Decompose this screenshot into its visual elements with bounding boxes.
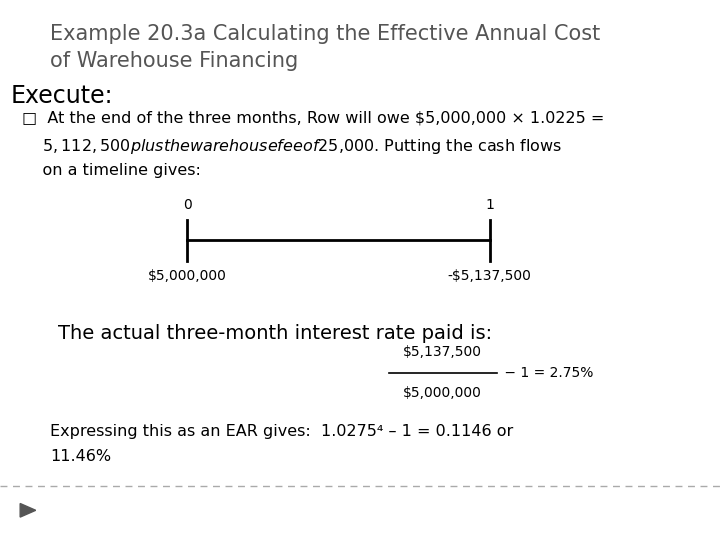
Text: $5,000,000: $5,000,000 (403, 386, 482, 400)
Text: 1: 1 (485, 198, 494, 212)
Text: of Warehouse Financing: of Warehouse Financing (50, 51, 299, 71)
Text: $5,000,000: $5,000,000 (148, 269, 227, 283)
Text: 11.46%: 11.46% (50, 449, 112, 464)
Text: -$5,137,500: -$5,137,500 (448, 269, 531, 283)
Text: − 1 = 2.75%: − 1 = 2.75% (500, 366, 594, 380)
Text: $5,112,500 plus the warehouse fee of $25,000. Putting the cash flows: $5,112,500 plus the warehouse fee of $25… (22, 137, 562, 156)
Text: $5,137,500: $5,137,500 (403, 345, 482, 359)
Text: on a timeline gives:: on a timeline gives: (22, 163, 200, 178)
Polygon shape (20, 503, 36, 517)
Text: The actual three-month interest rate paid is:: The actual three-month interest rate pai… (58, 324, 492, 343)
Text: Expressing this as an EAR gives:  1.0275⁴ – 1 = 0.1146 or: Expressing this as an EAR gives: 1.0275⁴… (50, 424, 513, 439)
Text: □  At the end of the three months, Row will owe $5,000,000 × 1.0225 =: □ At the end of the three months, Row wi… (22, 111, 604, 126)
Text: 0: 0 (183, 198, 192, 212)
Text: Example 20.3a Calculating the Effective Annual Cost: Example 20.3a Calculating the Effective … (50, 24, 600, 44)
Text: Execute:: Execute: (11, 84, 113, 107)
